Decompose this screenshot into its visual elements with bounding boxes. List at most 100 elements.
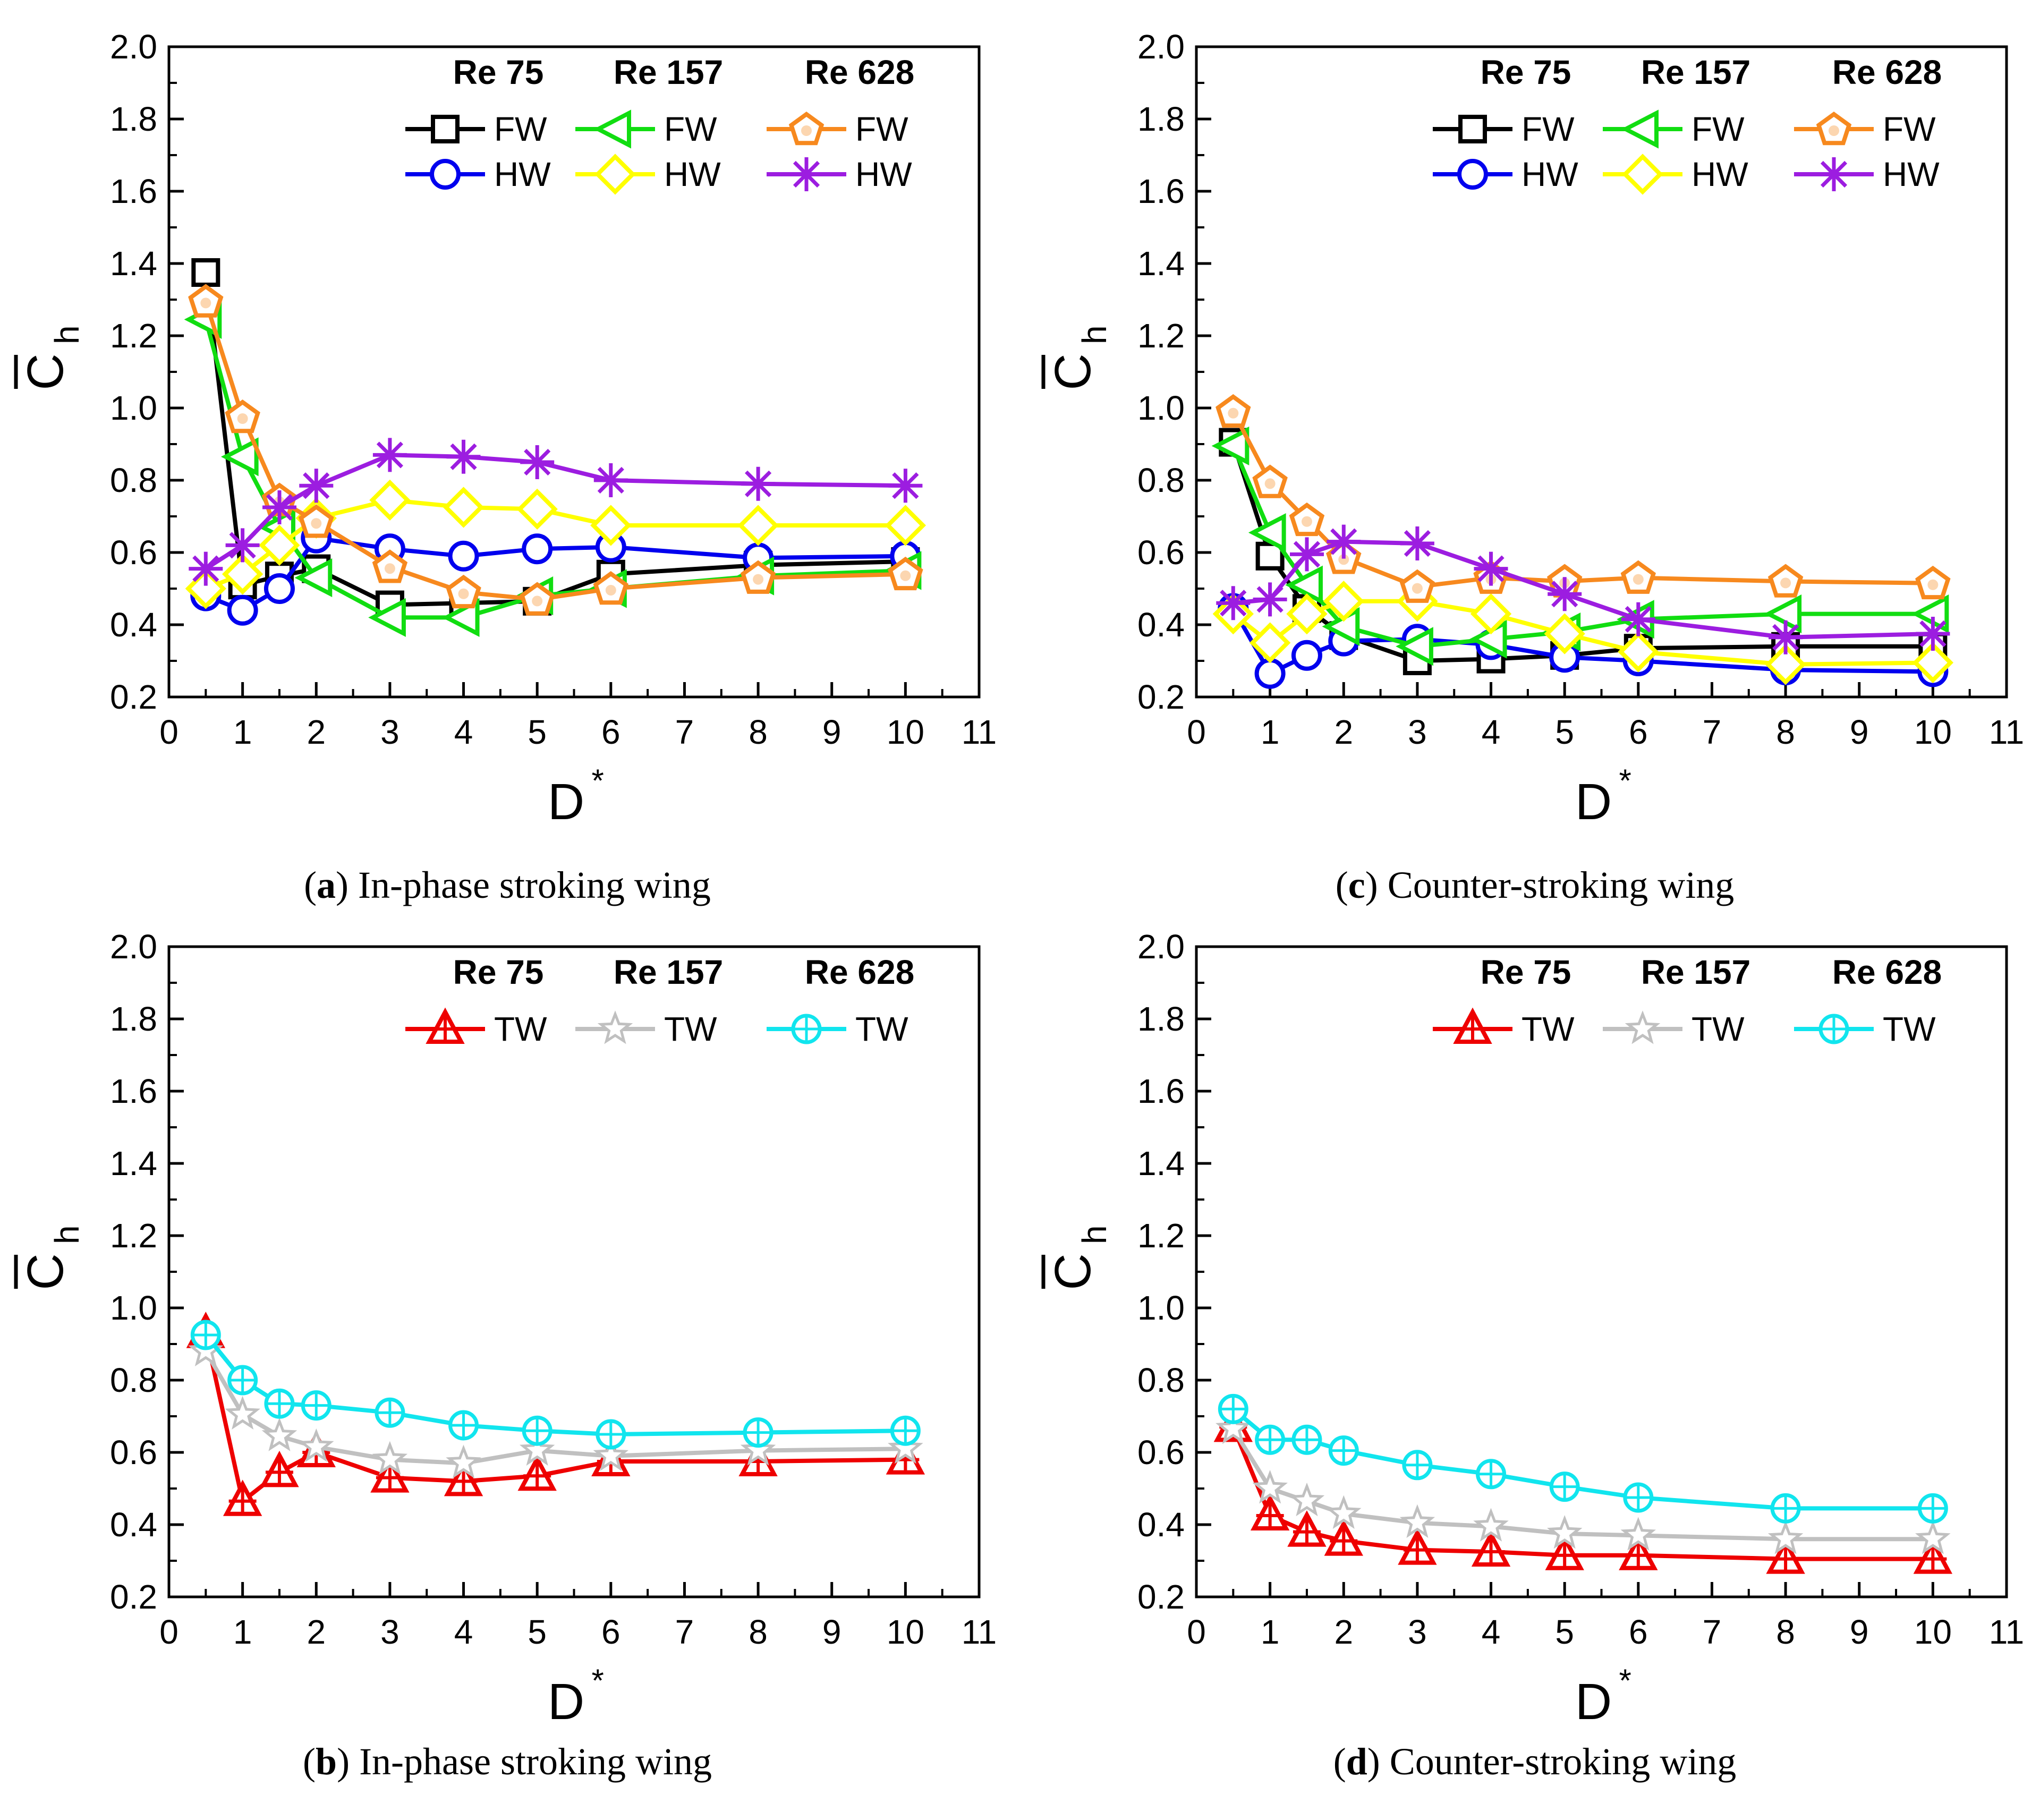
- y-axis-title: Ch: [14, 1225, 86, 1290]
- marker-circle-plus-7: [596, 1419, 626, 1450]
- marker-circle-plus-7: [1623, 1482, 1654, 1513]
- x-tick-label: 2: [1334, 713, 1353, 751]
- marker-star-6: [1546, 1515, 1583, 1549]
- y-tick-label: 0.2: [1137, 1578, 1185, 1616]
- marker-square: [431, 115, 460, 143]
- x-tick-label: 4: [454, 713, 473, 751]
- series-re628-fw: [1216, 394, 1951, 603]
- x-tick-label: 3: [1408, 713, 1427, 751]
- legend-header: Re 75: [453, 953, 544, 991]
- marker-triangle-left-0: [1211, 426, 1250, 465]
- marker-star-1: [225, 1396, 260, 1430]
- y-tick-label: 2.0: [1137, 928, 1185, 966]
- legend-item: TW: [1794, 1010, 1936, 1048]
- marker-diamond-5: [1470, 593, 1512, 635]
- marker-asterisk-6: [520, 445, 555, 479]
- marker-circle-plus: [1818, 1014, 1849, 1044]
- series-line: [204, 1333, 906, 1436]
- caption-text: In-phase stroking wing: [358, 864, 711, 906]
- y-tick-label: 0.4: [110, 1506, 157, 1544]
- marker-diamond-8: [737, 505, 779, 546]
- marker-asterisk-8: [741, 466, 776, 501]
- marker-triangle-up-1: [223, 1479, 262, 1516]
- y-tick-label: 1.4: [110, 1144, 157, 1183]
- legend-header: Re 628: [805, 53, 914, 91]
- legend-header: Re 157: [1641, 53, 1750, 91]
- x-tick-label: 2: [307, 1613, 326, 1651]
- series-re75-tw: [186, 1312, 925, 1516]
- x-tick-label: 6: [1629, 1613, 1648, 1651]
- marker-star: [597, 1010, 633, 1044]
- legend-label: TW: [494, 1010, 547, 1048]
- legend: Re 75 Re 157 Re 628 FW HW FW HW FW HW: [405, 53, 914, 195]
- x-axis-title: D *: [1575, 1663, 1631, 1730]
- legend: Re 75 Re 157 Re 628 TW TW TW: [1433, 953, 1942, 1048]
- marker-pentagon-1: [1252, 464, 1288, 498]
- x-tick-label: 0: [159, 1613, 178, 1651]
- y-axis-title: Ch: [14, 325, 86, 390]
- marker-circle-5: [448, 540, 479, 572]
- y-tick-label: 0.2: [110, 678, 157, 716]
- x-tick-label: 4: [1482, 1613, 1501, 1651]
- legend-label: FW: [855, 110, 908, 148]
- x-tick-label: 0: [1187, 713, 1206, 751]
- marker-circle-plus-3: [301, 1390, 332, 1421]
- panel-b-in-phase-tandem-wing: 0 1 2 3 4 5 6 7 8 9 10 11 0.2 0.4 0.6 0.8 1.0 1.2 1.4 1.6 1.…: [14, 928, 997, 1783]
- marker-diamond-7: [590, 505, 632, 546]
- marker-pentagon-8: [740, 560, 776, 594]
- x-axis: 0 1 2 3 4 5 6 7 8 9 10 11: [1187, 682, 2024, 751]
- caption-close-paren: ): [1365, 864, 1388, 906]
- marker-asterisk-9: [888, 469, 923, 503]
- y-tick-label: 0.2: [1137, 678, 1185, 716]
- y-axis-title-subscript: h: [1075, 1225, 1114, 1244]
- y-axis-title: Ch: [1041, 1225, 1114, 1290]
- caption-letter: d: [1346, 1740, 1367, 1783]
- marker-star-5: [446, 1444, 481, 1478]
- y-tick-label: 0.6: [1137, 533, 1185, 572]
- legend-label: HW: [1883, 155, 1940, 193]
- caption-open-paren: (: [303, 1740, 316, 1783]
- panel-a-in-phase-four-wing: 0 1 2 3 4 5 6 7 8 9 10 11 0.2 0.4 0.6 0.8 1.0 1.2 1.4 1.6 1.…: [14, 28, 997, 906]
- marker-pentagon-7: [1620, 560, 1656, 594]
- x-axis-title-text: D: [548, 773, 584, 830]
- marker-pentagon-5: [446, 574, 481, 609]
- x-axis-title: D *: [1575, 763, 1631, 830]
- marker-asterisk-2: [262, 490, 296, 524]
- x-axis-title: D *: [548, 763, 604, 830]
- marker-asterisk-2: [1290, 537, 1324, 572]
- x-tick-label: 9: [822, 1613, 842, 1651]
- marker-triangle-up-9: [1913, 1537, 1953, 1574]
- series-line: [1231, 1427, 1933, 1542]
- series-line: [1231, 445, 1933, 649]
- marker-star-5: [1473, 1508, 1509, 1542]
- marker-asterisk-9: [1916, 617, 1950, 651]
- legend-header: Re 157: [614, 953, 723, 991]
- series-re157-tw: [188, 1332, 923, 1478]
- marker-star-6: [519, 1432, 555, 1466]
- marker-triangle-left-4: [368, 598, 406, 637]
- marker-circle-plus-6: [522, 1415, 552, 1446]
- marker-triangle-up-6: [517, 1454, 557, 1491]
- panel-caption: (a) In-phase stroking wing: [304, 864, 711, 906]
- marker-asterisk-3: [1327, 524, 1361, 559]
- y-axis-title: Ch: [1041, 325, 1114, 390]
- caption-close-paren: ): [336, 864, 358, 906]
- marker-diamond: [594, 154, 636, 195]
- marker-star-4: [372, 1441, 408, 1475]
- x-axis: 0 1 2 3 4 5 6 7 8 9 10 11: [159, 1582, 997, 1651]
- y-tick-label: 0.6: [110, 1433, 157, 1472]
- x-tick-label: 2: [1334, 1613, 1353, 1651]
- marker-star-3: [1325, 1495, 1362, 1529]
- marker-diamond-7: [1618, 631, 1659, 673]
- legend-item: FW: [575, 109, 717, 149]
- legend-label: TW: [1522, 1010, 1575, 1048]
- x-axis-title-superscript: *: [592, 1663, 604, 1698]
- marker-star-7: [1620, 1517, 1656, 1551]
- x-tick-label: 11: [962, 713, 997, 751]
- series-re628-tw: [190, 1320, 921, 1450]
- marker-circle-plus-5: [1476, 1459, 1507, 1490]
- series-line: [203, 272, 906, 607]
- marker-asterisk-1: [1253, 582, 1287, 617]
- y-tick-label: 1.2: [110, 317, 157, 355]
